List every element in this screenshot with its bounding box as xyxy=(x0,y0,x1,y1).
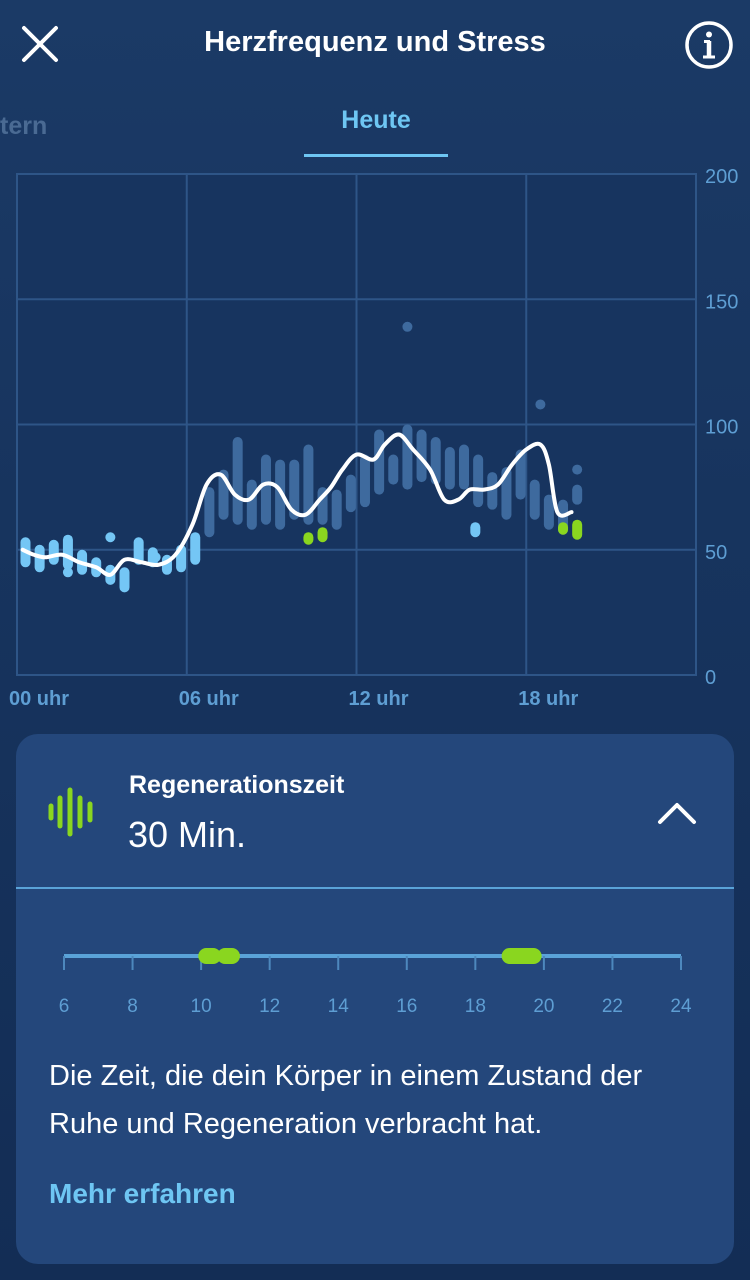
chart-hr-dot xyxy=(62,567,73,578)
tab-previous-day[interactable]: tern xyxy=(0,112,48,140)
regeneration-title: Regenerationszeit xyxy=(129,771,345,799)
chart-hr-range-bar xyxy=(444,447,455,490)
timeline-tick-label: 16 xyxy=(396,996,417,1017)
chart-hr-range-bar xyxy=(359,454,370,508)
chart-hr-range-bar xyxy=(303,444,314,525)
chart-y-tick-label: 150 xyxy=(705,291,738,313)
timeline-tick-label: 12 xyxy=(259,996,280,1017)
chart-hr-range-bar xyxy=(62,534,73,570)
chart-hr-range-bar xyxy=(303,532,314,545)
chart-hr-range-bar xyxy=(232,437,243,525)
chart-hr-range-bar xyxy=(572,484,583,505)
chart-hr-range-bar xyxy=(48,539,59,565)
chart-hr-range-bar xyxy=(246,479,257,530)
info-icon xyxy=(685,21,733,69)
card-divider xyxy=(16,887,734,889)
chart-y-tick-label: 0 xyxy=(705,667,716,689)
chart-y-tick-label: 50 xyxy=(705,542,727,564)
chart-hr-range-bar xyxy=(260,454,271,525)
chart-hr-range-bar xyxy=(331,489,342,530)
timeline-tick-label: 14 xyxy=(328,996,350,1017)
info-button[interactable] xyxy=(684,20,734,70)
learn-more-link[interactable]: Mehr erfahren xyxy=(49,1178,236,1209)
chart-hr-range-bar xyxy=(487,472,498,510)
chart-hr-range-bar xyxy=(515,449,526,500)
chart-hr-range-bar xyxy=(190,532,201,565)
close-icon xyxy=(22,26,58,62)
chevron-up-icon[interactable] xyxy=(656,798,698,828)
chart-hr-dot xyxy=(105,532,116,543)
chart-hr-range-bar xyxy=(470,522,481,538)
chart-hr-range-bar xyxy=(402,424,413,490)
chart-heart-rate-curve xyxy=(20,432,574,577)
chart-hr-range-bar xyxy=(119,567,130,593)
timeline-tick-label: 24 xyxy=(670,996,692,1017)
chart-x-axis: 00 uhr 06 uhr 12 uhr 18 uhr xyxy=(9,688,578,710)
chart-x-tick-label: 12 uhr xyxy=(349,688,409,710)
chart-grid xyxy=(16,173,697,676)
timeline-tick-label: 10 xyxy=(191,996,212,1017)
chart-x-tick-label: 18 uhr xyxy=(518,688,578,710)
chart-hr-dot xyxy=(535,399,546,410)
chart-range-bars xyxy=(20,321,583,593)
chart-hr-range-bar xyxy=(374,429,385,495)
page-title: Herzfrequenz und Stress xyxy=(204,26,546,58)
chart-hr-range-bar xyxy=(558,522,569,535)
chart-hr-range-bar xyxy=(388,454,399,485)
chart-hr-range-bar xyxy=(275,459,286,530)
timeline-tick-label: 18 xyxy=(465,996,486,1017)
close-button[interactable] xyxy=(18,22,62,66)
chart-hr-range-bar xyxy=(317,527,328,543)
regeneration-value: 30 Min. xyxy=(128,814,247,855)
chart-x-tick-label: 06 uhr xyxy=(179,688,239,710)
chart-x-tick-label: 00 uhr xyxy=(9,688,69,710)
heart-rate-chart[interactable]: 200 150 100 50 0 00 uhr 06 uhr 12 uhr 18 uhr xyxy=(0,160,750,720)
timeline-tick-label: 8 xyxy=(127,996,138,1017)
chart-hr-range-bar xyxy=(133,537,144,565)
regeneration-timeline: 6 8 10 12 14 16 18 20 22 24 xyxy=(16,934,734,1024)
timeline-tick-label: 20 xyxy=(533,996,554,1017)
regeneration-description: Die Zeit, die dein Körper in einem Zusta… xyxy=(49,1060,643,1140)
regeneration-timeline-svg: 6 8 10 12 14 16 18 20 22 24 xyxy=(59,948,692,1017)
chart-hr-range-bar xyxy=(473,454,484,508)
chart-hr-range-bar xyxy=(529,479,540,520)
heart-rate-chart-svg: 200 150 100 50 0 00 uhr 06 uhr 12 uhr 18 uhr xyxy=(9,166,738,710)
timeline-recovery-period xyxy=(217,948,240,964)
chart-y-axis: 200 150 100 50 0 xyxy=(705,166,738,689)
recovery-waveform-icon xyxy=(48,787,93,837)
chart-hr-range-bar xyxy=(543,494,554,530)
timeline-tick-label: 6 xyxy=(59,996,70,1017)
tab-today[interactable]: Heute xyxy=(341,106,411,134)
tab-active-indicator xyxy=(304,154,448,157)
timeline-recovery-period xyxy=(501,948,542,964)
chart-y-tick-label: 200 xyxy=(705,166,738,188)
chart-hr-range-bar xyxy=(459,444,470,490)
chart-hr-range-bar xyxy=(204,487,215,538)
chart-hr-range-bar xyxy=(289,459,300,520)
chart-hr-dot xyxy=(572,464,583,475)
regeneration-card-header[interactable]: Regenerationszeit 30 Min. xyxy=(16,734,734,888)
top-bar: Herzfrequenz und Stress xyxy=(0,0,750,90)
timeline-tick-label: 22 xyxy=(602,996,623,1017)
chart-heart-rate-line xyxy=(20,432,574,577)
chart-hr-range-bar xyxy=(345,474,356,513)
regeneration-card: Regenerationszeit 30 Min. 6 8 10 12 14 16 18 20… xyxy=(16,734,734,1264)
chart-hr-dot xyxy=(402,321,413,332)
chart-hr-dot xyxy=(150,552,161,563)
timeline-recovery-period xyxy=(198,948,222,964)
chart-y-tick-label: 100 xyxy=(705,417,738,439)
chart-hr-range-bar xyxy=(572,519,583,540)
